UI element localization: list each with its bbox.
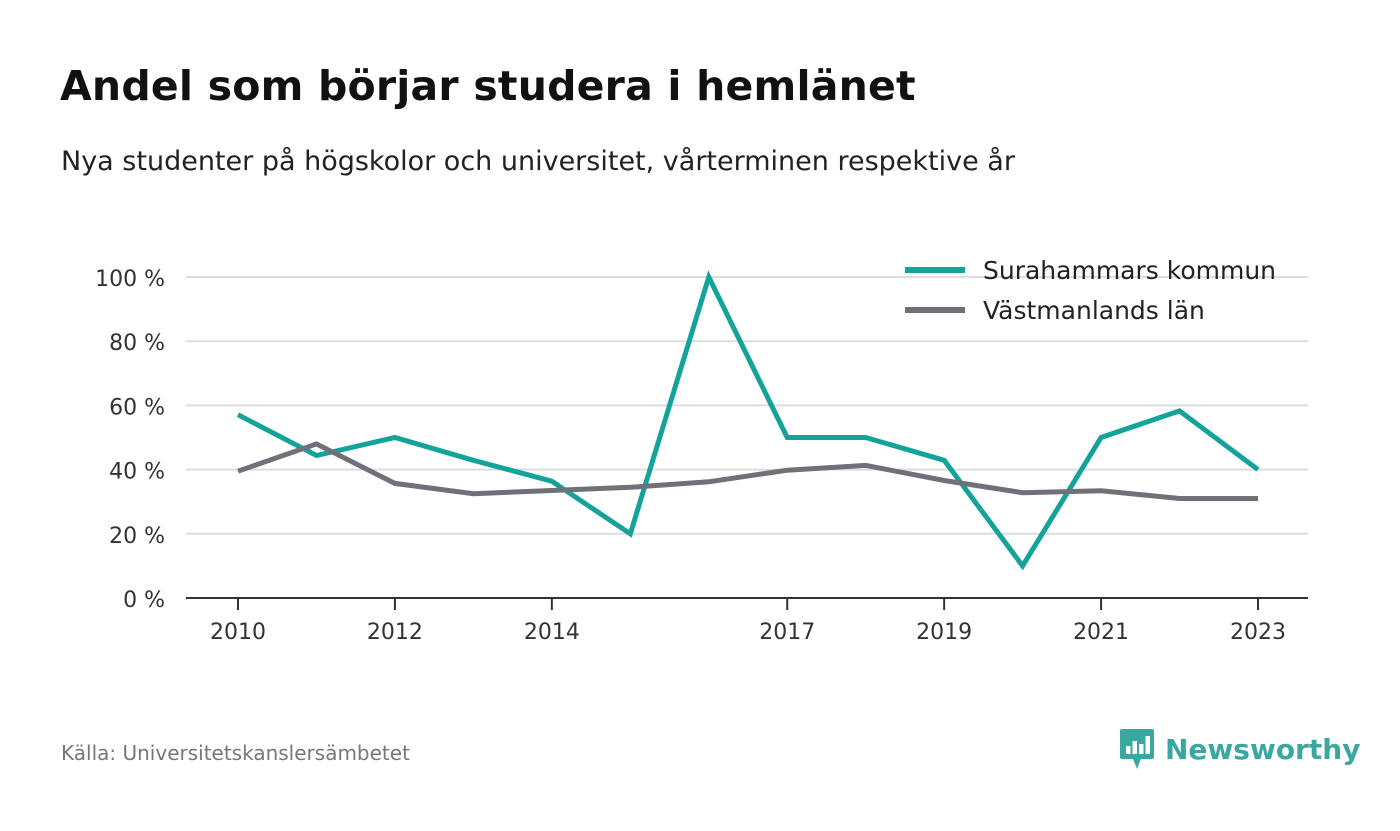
- line-chart: 0 % 20 % 40 % 60 % 80 % 100 % 2010 2012 2014 2017…: [95, 256, 1308, 645]
- x-tick-label: 2023: [1230, 620, 1286, 645]
- x-tick-label: 2014: [524, 620, 580, 645]
- legend-label: Surahammars kommun: [983, 256, 1276, 285]
- y-tick-label: 100 %: [95, 267, 165, 292]
- legend-label: Västmanlands län: [983, 296, 1205, 325]
- newsworthy-logo-icon: [1120, 729, 1154, 769]
- series-line-vastmanland: [237, 441, 1258, 501]
- y-tick-label: 80 %: [109, 331, 165, 356]
- x-tick-label: 2019: [916, 620, 972, 645]
- x-tick-label: 2010: [210, 620, 266, 645]
- series-line-surahammar: [236, 270, 1260, 571]
- legend: Surahammars kommun Västmanlands län: [905, 256, 1276, 325]
- source-note: Källa: Universitetskanslersämbetet: [61, 741, 410, 765]
- chart-title: Andel som börjar studera i hemlänet: [60, 62, 916, 110]
- axes: 0 % 20 % 40 % 60 % 80 % 100 % 2010 2012 2014 2017…: [95, 267, 1308, 645]
- brand-name: Newsworthy: [1165, 732, 1361, 766]
- x-tick-label: 2017: [759, 620, 815, 645]
- gridlines: [186, 276, 1308, 535]
- x-tick-label: 2012: [367, 620, 423, 645]
- y-tick-label: 40 %: [109, 460, 165, 485]
- y-tick-label: 0 %: [123, 588, 165, 613]
- x-tick-label: 2021: [1073, 620, 1129, 645]
- chart-subtitle: Nya studenter på högskolor och universit…: [61, 146, 1015, 177]
- brand-logo[interactable]: Newsworthy: [1119, 727, 1360, 771]
- series-lines: [236, 270, 1260, 571]
- y-tick-label: 20 %: [109, 524, 165, 549]
- y-tick-label: 60 %: [109, 395, 165, 420]
